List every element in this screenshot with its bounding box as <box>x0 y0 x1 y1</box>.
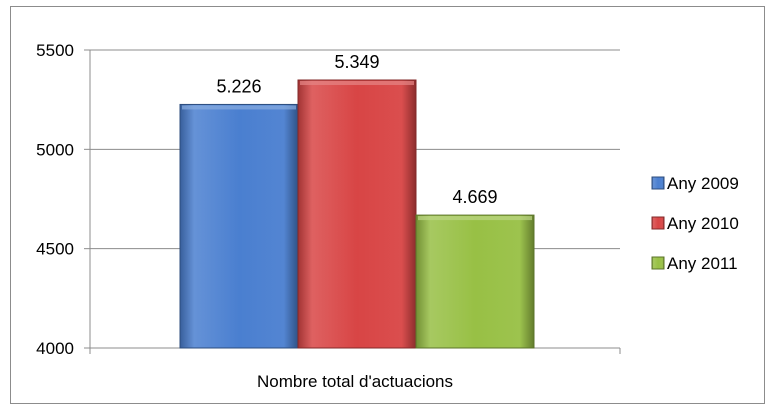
bar-highlight <box>300 80 414 85</box>
bar-any-2010 <box>297 79 417 349</box>
data-labels: 5.226 5.349 4.669 <box>216 52 497 207</box>
axes: 4000 4500 5000 5500 Nombre total d'actuacion… <box>36 41 621 391</box>
bar-highlight <box>182 105 296 110</box>
bar-any-2011 <box>415 214 535 349</box>
legend-swatch <box>651 216 665 230</box>
y-tick-label: 5500 <box>36 41 74 60</box>
data-label: 5.349 <box>334 52 379 72</box>
legend-swatch <box>651 176 665 190</box>
y-tick-label: 5000 <box>36 140 74 159</box>
data-label: 4.669 <box>452 187 497 207</box>
data-label: 5.226 <box>216 76 261 96</box>
legend-label: Any 2011 <box>667 254 738 273</box>
legend-label: Any 2009 <box>667 174 739 193</box>
bar-highlight <box>418 216 532 221</box>
y-tick-label: 4000 <box>36 339 74 358</box>
bars <box>179 79 535 349</box>
bar-any-2009 <box>179 103 299 349</box>
legend: Any 2009 Any 2010 Any 2011 <box>651 174 739 273</box>
legend-swatch <box>651 256 665 270</box>
y-tick-label: 4500 <box>36 240 74 259</box>
x-category-label: Nombre total d'actuacions <box>257 372 453 391</box>
legend-label: Any 2010 <box>667 214 739 233</box>
